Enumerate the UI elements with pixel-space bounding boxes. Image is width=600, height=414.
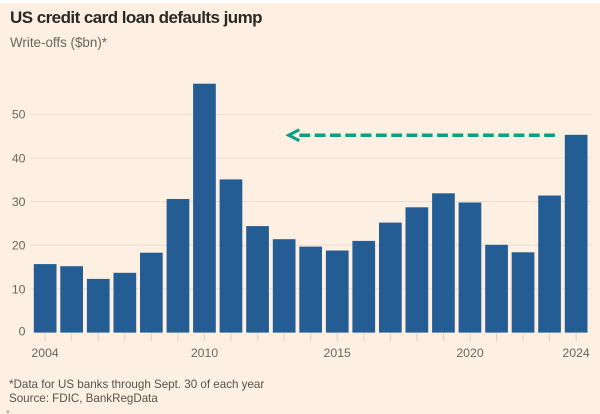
svg-text:40: 40: [12, 151, 26, 165]
svg-text:20: 20: [12, 239, 26, 253]
svg-text:0: 0: [19, 325, 26, 339]
svg-text:10: 10: [12, 282, 26, 296]
svg-text:50: 50: [12, 108, 26, 122]
svg-text:2010: 2010: [191, 346, 219, 360]
svg-text:2015: 2015: [324, 346, 352, 360]
svg-text:2020: 2020: [456, 346, 484, 360]
svg-text:2004: 2004: [31, 346, 59, 360]
svg-text:2024: 2024: [562, 346, 590, 360]
svg-text:30: 30: [12, 195, 26, 209]
